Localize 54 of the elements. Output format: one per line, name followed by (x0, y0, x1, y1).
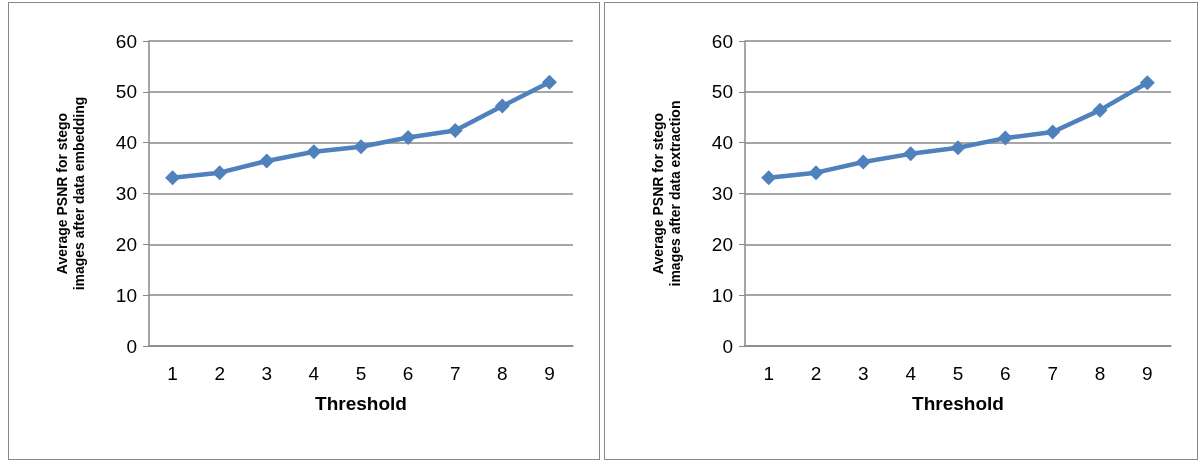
y-tick-label: 0 (722, 335, 733, 357)
x-tick-label: 9 (544, 363, 555, 384)
x-tick-label: 9 (1142, 363, 1153, 384)
point (353, 139, 369, 155)
x-tick-label: 7 (1047, 363, 1058, 384)
point (494, 98, 510, 114)
point (1092, 102, 1108, 118)
x-tick-label: 8 (1094, 363, 1106, 384)
x-tick-label: 2 (810, 363, 822, 384)
point (950, 140, 966, 156)
x-tick-label: 1 (763, 363, 774, 384)
point (259, 153, 275, 169)
x-tick-label: 4 (905, 363, 917, 384)
point (761, 170, 777, 186)
x-axis-title: Threshold (315, 393, 407, 414)
point (400, 130, 416, 146)
y-tick-label: 40 (711, 132, 733, 154)
y-tick-label: 20 (115, 233, 137, 255)
point (808, 165, 824, 181)
point (1045, 124, 1061, 140)
x-tick-label: 5 (355, 363, 367, 384)
y-axis-title: Average PSNR for stego images after data embedding (53, 96, 87, 291)
x-axis-title: Threshold (912, 393, 1004, 414)
x-tick-label: 1 (167, 363, 178, 384)
point (541, 74, 557, 90)
x-tick-label: 3 (261, 363, 273, 384)
x-tick-label: 3 (858, 363, 869, 384)
point (447, 122, 463, 138)
y-tick-label: 30 (115, 183, 137, 204)
y-tick-label: 20 (711, 233, 733, 255)
point (165, 170, 181, 186)
x-tick-label: 4 (308, 363, 320, 384)
x-tick-label: 8 (497, 363, 508, 384)
y-tick-label: 60 (115, 30, 137, 52)
y-tick-label: 60 (711, 30, 733, 52)
y-tick-label: 50 (115, 81, 137, 103)
x-tick-label: 6 (1000, 363, 1011, 384)
point (212, 165, 228, 181)
point (903, 146, 919, 162)
y-tick-label: 30 (711, 183, 733, 204)
y-axis-title: Average PSNR for stego images after data extraction (649, 100, 683, 287)
y-tick-label: 10 (115, 284, 137, 306)
point (997, 130, 1013, 146)
x-tick-label: 2 (214, 363, 225, 384)
y-tick-label: 0 (126, 335, 137, 357)
point (306, 144, 322, 160)
y-tick-label: 10 (711, 284, 733, 306)
x-tick-label: 5 (952, 363, 964, 384)
x-tick-label: 7 (449, 363, 461, 384)
y-tick-label: 50 (711, 81, 733, 103)
point (855, 154, 871, 170)
x-tick-label: 6 (402, 363, 414, 384)
point (1139, 75, 1155, 91)
y-tick-label: 40 (115, 132, 137, 154)
